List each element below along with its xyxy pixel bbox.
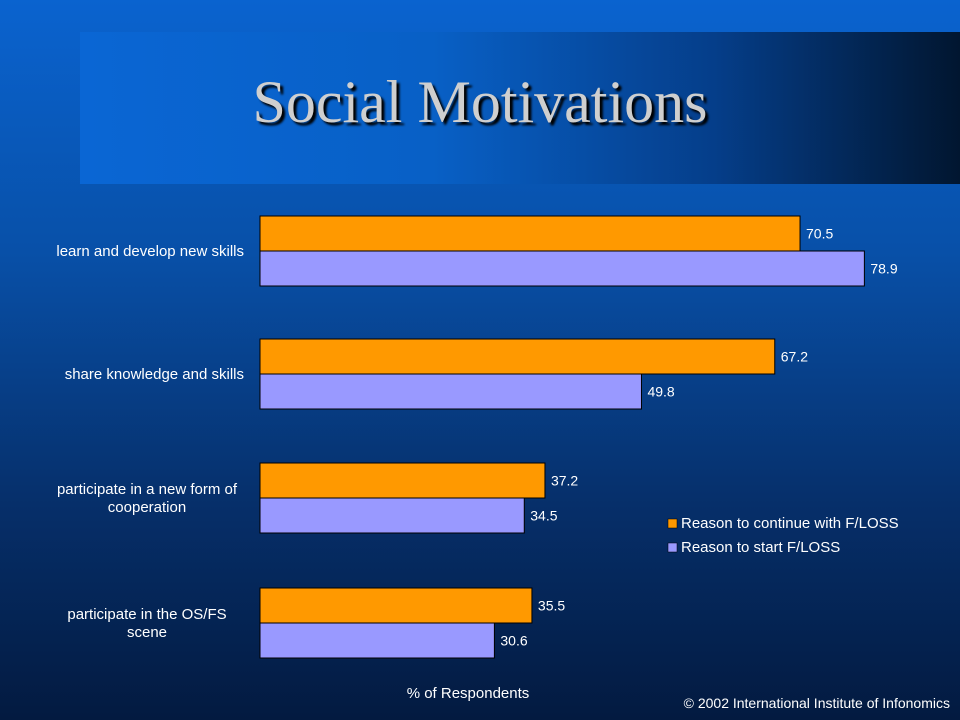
bar-continue-2 xyxy=(259,462,546,499)
title-band xyxy=(80,32,960,184)
data-label: 35.5 xyxy=(538,598,565,614)
bar-start-1 xyxy=(259,373,642,410)
category-label: share knowledge and skills xyxy=(65,366,244,383)
legend-swatch-1 xyxy=(667,542,678,553)
data-label: 30.6 xyxy=(500,633,527,649)
data-label: 34.5 xyxy=(530,508,557,524)
bar-start-0 xyxy=(259,250,865,287)
category-label: scene xyxy=(127,624,167,641)
legend-label-0: Reason to continue with F/LOSS xyxy=(681,515,899,532)
category-label: participate in the OS/FS xyxy=(67,606,226,623)
category-label: cooperation xyxy=(108,499,186,516)
data-label: 70.5 xyxy=(806,226,833,242)
category-label: participate in a new form of xyxy=(57,481,238,498)
data-label: 37.2 xyxy=(551,473,578,489)
bar-continue-1 xyxy=(259,338,776,375)
page-title: Social Motivations xyxy=(252,69,708,135)
bar-start-2 xyxy=(259,497,525,534)
data-label: 67.2 xyxy=(781,349,808,365)
bar-continue-3 xyxy=(259,587,533,624)
data-label: 78.9 xyxy=(870,261,897,277)
data-label: 49.8 xyxy=(647,384,674,400)
legend-swatch-0 xyxy=(667,518,678,529)
category-label: learn and develop new skills xyxy=(56,243,244,260)
bar-continue-0 xyxy=(259,215,801,252)
x-axis-label: % of Respondents xyxy=(407,685,530,702)
legend-label-1: Reason to start F/LOSS xyxy=(681,539,840,556)
bar-start-3 xyxy=(259,622,495,659)
copyright-footer: © 2002 International Institute of Infono… xyxy=(683,695,950,711)
